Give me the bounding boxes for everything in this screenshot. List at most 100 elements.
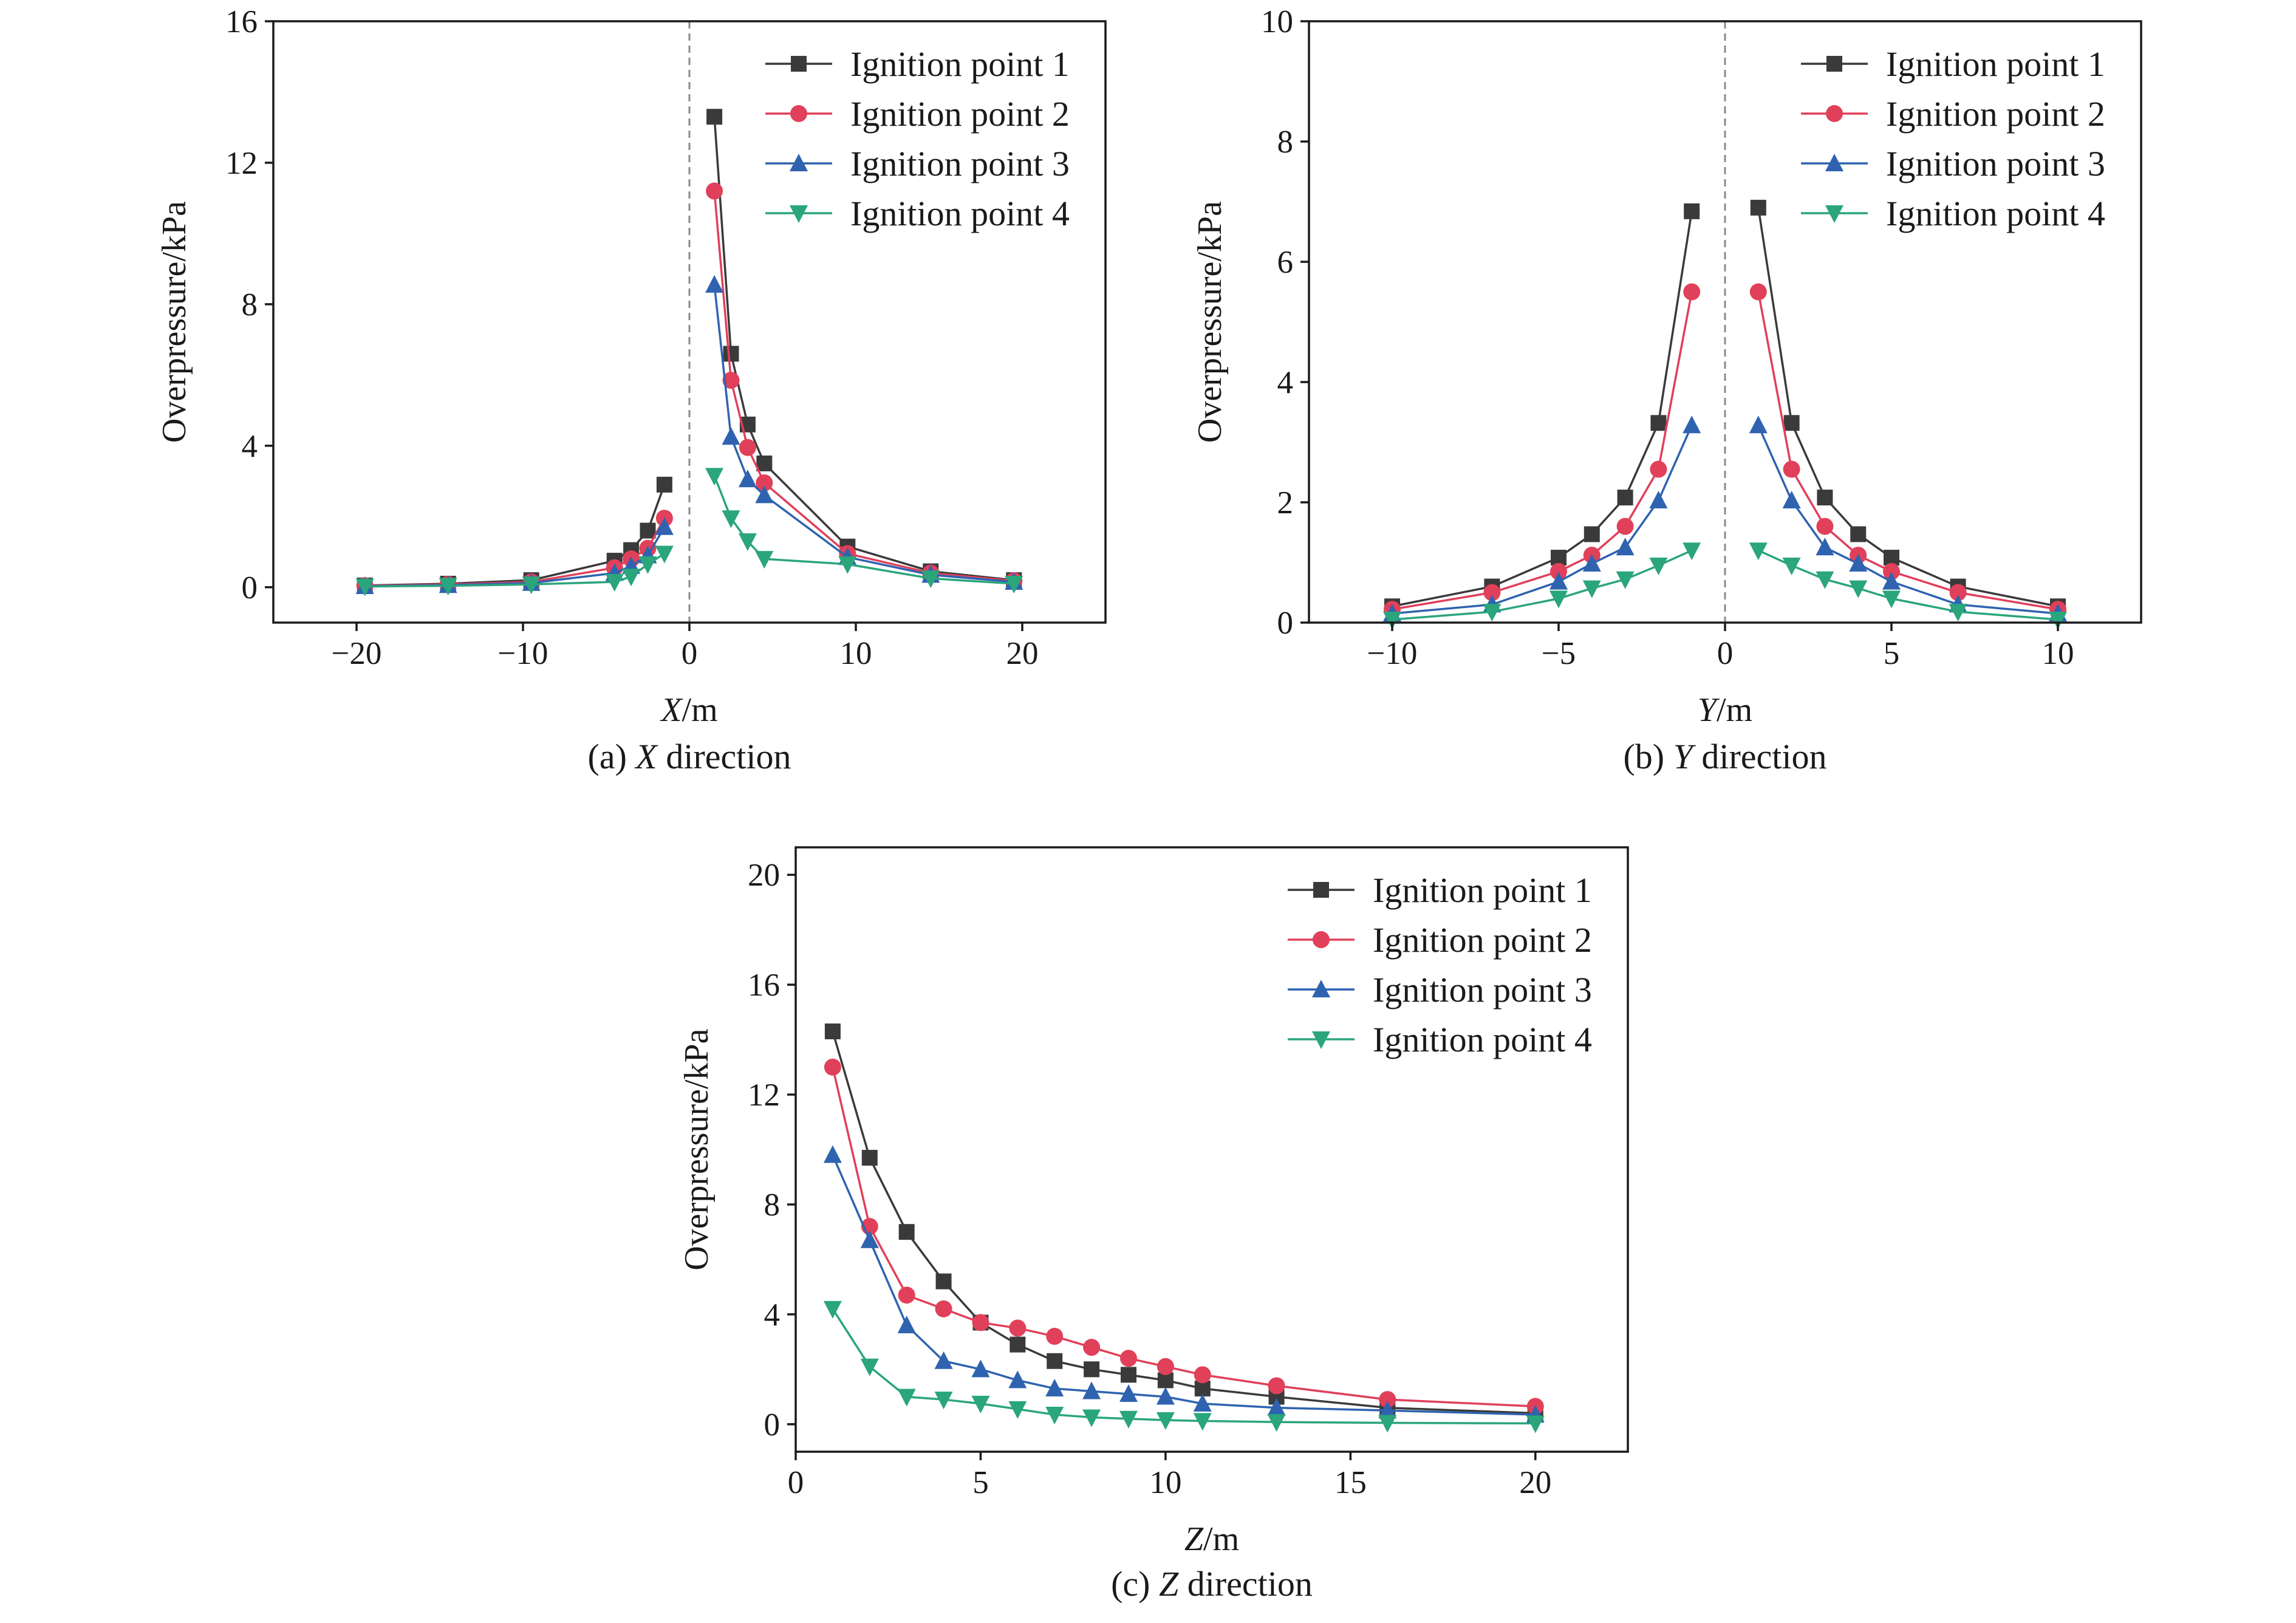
series-3-point bbox=[705, 275, 724, 293]
series-1-point bbox=[1010, 1336, 1026, 1353]
series-4-point bbox=[1849, 580, 1868, 598]
series-4-point bbox=[638, 556, 657, 574]
series-3-point bbox=[1549, 572, 1568, 590]
series-3-point bbox=[655, 517, 674, 535]
series-4-point bbox=[1005, 575, 1023, 593]
legend-marker-1 bbox=[791, 56, 807, 72]
caption-suffix: direction bbox=[657, 737, 791, 776]
series-4-point bbox=[860, 1358, 879, 1376]
caption-variable: X bbox=[634, 737, 658, 776]
x-axis-variable: Y bbox=[1698, 691, 1720, 729]
series-2-point bbox=[1749, 283, 1767, 301]
panel-c: 0 5 10 15 20 0 4 8 12 16 20 Z/m Overpressure/kPa (c) … bbox=[678, 846, 1629, 1604]
caption-variable: Z bbox=[1159, 1564, 1179, 1604]
y-axis-title: Overpressure/kPa bbox=[1191, 201, 1229, 443]
series-2-point bbox=[1683, 283, 1701, 301]
series-4 bbox=[355, 468, 1023, 596]
series-3-point bbox=[1782, 491, 1801, 509]
series-1-line bbox=[1757, 207, 2059, 607]
legend-label-4: Ignition point 4 bbox=[1373, 1020, 1592, 1059]
series-1-line bbox=[713, 117, 1014, 581]
series-4-point bbox=[1649, 557, 1668, 575]
series-1-point bbox=[723, 346, 739, 362]
series-3-point bbox=[1816, 538, 1834, 556]
legend-label-2: Ignition point 2 bbox=[850, 94, 1070, 134]
series-1 bbox=[1384, 199, 2066, 615]
legend-marker-4 bbox=[1312, 1031, 1330, 1049]
series-4-point bbox=[1582, 580, 1601, 598]
y-tick-label: 20 bbox=[748, 858, 780, 893]
legend-marker-3 bbox=[1825, 154, 1843, 171]
x-tick-label: −10 bbox=[1367, 636, 1418, 671]
series-3-point bbox=[1582, 553, 1601, 572]
x-tick-label: −20 bbox=[332, 636, 382, 671]
series-1-point bbox=[1783, 415, 1800, 431]
x-axis-variable: X bbox=[660, 691, 683, 729]
series-4-line bbox=[713, 475, 1014, 585]
legend-label-3: Ignition point 3 bbox=[1373, 970, 1592, 1010]
series-2-point bbox=[1650, 460, 1667, 478]
legend: Ignition point 1 Ignition point 2 Ignition… bbox=[1801, 44, 2105, 233]
series-4-point bbox=[1193, 1413, 1212, 1431]
series-4-point bbox=[838, 556, 857, 574]
legend-marker-4 bbox=[790, 205, 808, 223]
y-tick-label: 0 bbox=[764, 1407, 781, 1443]
caption-suffix: direction bbox=[1178, 1564, 1313, 1604]
series-2-point bbox=[972, 1314, 989, 1331]
series-3-point bbox=[1649, 491, 1668, 509]
series-4-point bbox=[1616, 571, 1635, 589]
series-3-point bbox=[1378, 1401, 1397, 1419]
y-axis-title: Overpressure/kPa bbox=[678, 1028, 716, 1270]
series-2-point bbox=[1783, 460, 1800, 478]
legend-label-1: Ignition point 1 bbox=[850, 44, 1070, 84]
legend-label-2: Ignition point 2 bbox=[1886, 94, 2105, 134]
legend-label-1: Ignition point 1 bbox=[1373, 870, 1592, 910]
series-4-point bbox=[1882, 590, 1901, 609]
legend-marker-2 bbox=[1826, 105, 1843, 122]
series-4-point bbox=[1383, 612, 1401, 630]
series-2-point bbox=[935, 1300, 952, 1317]
series-1-point bbox=[1617, 490, 1633, 506]
y-tick-label: 12 bbox=[748, 1078, 780, 1113]
series-4-point bbox=[934, 1392, 953, 1410]
y-tick-label: 6 bbox=[1277, 245, 1294, 280]
x-axis-title: Z/m bbox=[1184, 1520, 1239, 1558]
series-1 bbox=[824, 1023, 1543, 1421]
y-tick-label: 0 bbox=[242, 570, 258, 606]
series-3-line bbox=[1757, 425, 2059, 615]
x-tick-label: 0 bbox=[1717, 636, 1734, 671]
legend-marker-2 bbox=[1313, 931, 1330, 948]
series-4-point bbox=[738, 533, 757, 552]
series-3-point bbox=[1119, 1384, 1138, 1403]
series-4-point bbox=[1683, 542, 1701, 561]
series-4-point bbox=[897, 1389, 916, 1407]
series-1-point bbox=[1850, 526, 1867, 542]
series-1-point bbox=[824, 1023, 841, 1040]
y-tick-label: 16 bbox=[748, 968, 780, 1003]
y-tick-label: 8 bbox=[242, 287, 258, 323]
plot-frame bbox=[794, 846, 1629, 1453]
legend: Ignition point 1 Ignition point 2 Ignition… bbox=[1288, 870, 1592, 1059]
series-1-point bbox=[935, 1273, 952, 1290]
series-2-point bbox=[1046, 1328, 1064, 1345]
x-tick-label: 15 bbox=[1334, 1465, 1367, 1500]
series-1-point bbox=[1684, 203, 1700, 219]
series-2-point bbox=[1268, 1377, 1285, 1395]
caption-prefix: (c) bbox=[1111, 1564, 1159, 1604]
caption-suffix: direction bbox=[1693, 737, 1827, 776]
y-tick-label: 4 bbox=[1277, 365, 1294, 400]
series-4-point bbox=[1782, 557, 1801, 575]
legend-label-4: Ignition point 4 bbox=[1886, 194, 2105, 233]
series-3-point bbox=[1849, 553, 1868, 572]
series-3-point bbox=[860, 1230, 879, 1248]
legend-marker-4 bbox=[1825, 205, 1843, 223]
x-axis-variable: Z bbox=[1184, 1520, 1204, 1558]
series-3-point bbox=[1882, 572, 1901, 590]
series-2-point bbox=[1483, 584, 1501, 601]
legend: Ignition point 1 Ignition point 2 Ignition… bbox=[765, 44, 1070, 233]
series-4-point bbox=[1483, 604, 1502, 622]
x-tick-label: 0 bbox=[788, 1465, 804, 1500]
series-1-line bbox=[1392, 211, 1693, 607]
legend-marker-1 bbox=[1826, 56, 1842, 72]
y-tick-label: 10 bbox=[1261, 4, 1293, 39]
